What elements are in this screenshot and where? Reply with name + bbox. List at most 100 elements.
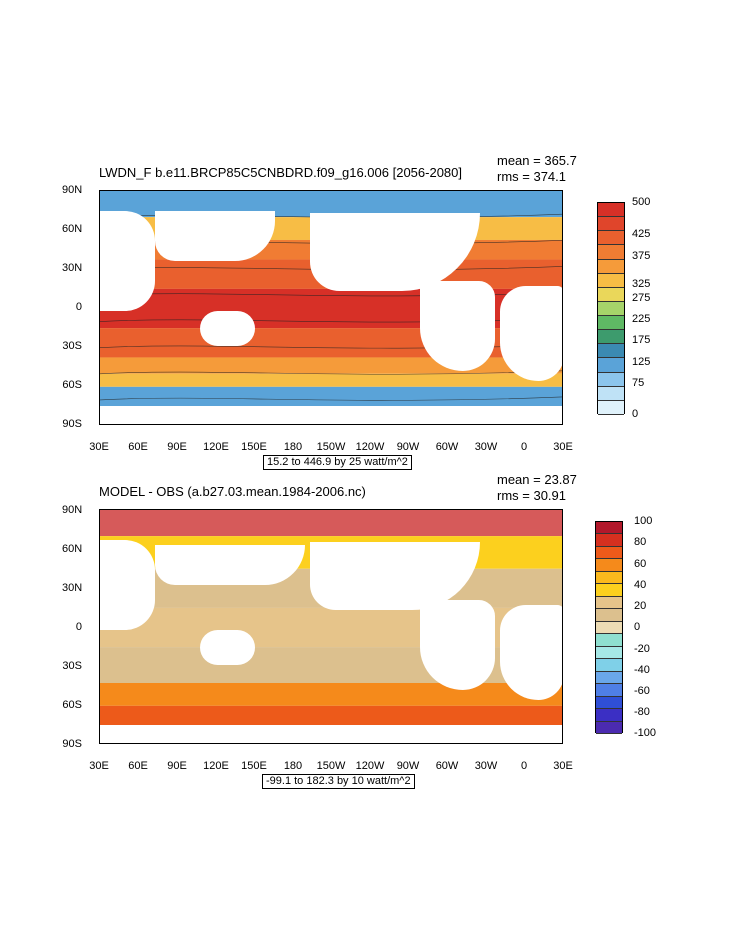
land-mass xyxy=(500,605,562,700)
y-tick-label: 30S xyxy=(62,660,82,672)
x-tick-label: 120W xyxy=(355,441,385,453)
land-mass xyxy=(100,540,155,630)
colorbar-label: 125 xyxy=(632,356,651,368)
colorbar-segment xyxy=(596,534,622,547)
colorbar-segment xyxy=(598,386,624,401)
x-tick-label: 30W xyxy=(474,441,498,453)
y-tick-label: 0 xyxy=(75,301,82,313)
y-tick-label: 90N xyxy=(62,504,83,516)
colorbar-segment xyxy=(596,634,622,647)
x-tick-label: 120W xyxy=(355,760,385,772)
colorbar-segment xyxy=(596,522,622,535)
x-tick-label: 60W xyxy=(435,760,459,772)
colorbar-label: 80 xyxy=(634,536,647,548)
colorbar-segment xyxy=(598,203,624,218)
x-tick-label: 120E xyxy=(203,760,229,772)
land-mass xyxy=(200,630,255,665)
x-tick-label: 120E xyxy=(203,441,229,453)
land-mass xyxy=(100,725,562,743)
land-mass xyxy=(420,281,495,371)
colorbar-label: 425 xyxy=(632,228,651,240)
y-tick-label: 60N xyxy=(62,223,83,235)
colorbar xyxy=(597,202,625,415)
colorbar-segment xyxy=(596,584,622,597)
colorbar-segment xyxy=(598,245,624,260)
colorbar-segment xyxy=(596,709,622,722)
colorbar-segment xyxy=(598,259,624,274)
colorbar-label: 0 xyxy=(634,621,641,633)
x-tick-label: 90W xyxy=(396,441,420,453)
y-tick-label: 90S xyxy=(62,738,82,750)
colorbar-label: 325 xyxy=(632,278,651,290)
colorbar-segment xyxy=(598,358,624,373)
x-tick-label: 150E xyxy=(241,760,267,772)
colorbar-segment xyxy=(598,372,624,387)
x-tick-label: 180 xyxy=(283,760,303,772)
colorbar-label: 275 xyxy=(632,292,651,304)
colorbar-segment xyxy=(598,316,624,331)
mean-stat: mean = 365.7 xyxy=(497,153,577,168)
colorbar-segment xyxy=(598,400,624,415)
x-tick-label: 90W xyxy=(396,760,420,772)
colorbar-segment xyxy=(598,287,624,302)
colorbar-segment xyxy=(596,684,622,697)
x-tick-label: 30E xyxy=(553,441,573,453)
field-band xyxy=(100,510,562,537)
map-plot xyxy=(99,190,563,425)
colorbar-label: -60 xyxy=(634,685,650,697)
rms-stat: rms = 374.1 xyxy=(497,169,567,184)
x-tick-label: 90E xyxy=(167,760,187,772)
land-mass xyxy=(200,311,255,346)
colorbar-label: 225 xyxy=(632,313,651,325)
colorbar-label: -100 xyxy=(634,727,657,739)
colorbar-label: -80 xyxy=(634,706,650,718)
contour-info: -99.1 to 182.3 by 10 watt/m^2 xyxy=(262,774,415,789)
colorbar-segment xyxy=(598,330,624,345)
land-mass xyxy=(420,600,495,690)
y-tick-label: 0 xyxy=(75,621,82,633)
x-tick-label: 30E xyxy=(89,441,109,453)
colorbar-segment xyxy=(596,559,622,572)
map-plot xyxy=(99,509,563,744)
colorbar-segment xyxy=(596,596,622,610)
colorbar-label: 500 xyxy=(632,196,651,208)
x-tick-label: 180 xyxy=(283,441,303,453)
colorbar-label: 100 xyxy=(634,515,653,527)
colorbar-segment xyxy=(598,301,624,316)
y-tick-label: 30N xyxy=(62,582,83,594)
land-mass xyxy=(100,211,155,311)
field-band xyxy=(100,357,562,374)
y-tick-label: 60S xyxy=(62,699,82,711)
field-band xyxy=(100,373,562,387)
colorbar-label: -20 xyxy=(634,643,650,655)
x-tick-label: 60E xyxy=(128,760,148,772)
colorbar-label: 75 xyxy=(632,377,645,389)
contour-line xyxy=(100,370,562,375)
colorbar-segment xyxy=(596,721,622,734)
colorbar-label: 20 xyxy=(634,600,647,612)
colorbar-segment xyxy=(598,273,624,288)
colorbar-label: 60 xyxy=(634,558,647,570)
colorbar-segment xyxy=(596,621,622,635)
field-band xyxy=(100,682,562,706)
x-tick-label: 150W xyxy=(316,760,346,772)
colorbar xyxy=(595,521,623,734)
colorbar-segment xyxy=(596,609,622,622)
land-mass xyxy=(155,211,275,261)
colorbar-segment xyxy=(598,231,624,246)
x-tick-label: 0 xyxy=(520,441,528,453)
x-tick-label: 0 xyxy=(520,760,528,772)
colorbar-segment xyxy=(598,344,624,359)
x-tick-label: 90E xyxy=(167,441,187,453)
x-tick-label: 150W xyxy=(316,441,346,453)
colorbar-label: 0 xyxy=(632,408,639,420)
colorbar-segment xyxy=(596,546,622,560)
chart-title: LWDN_F b.e11.BRCP85C5CNBDRD.f09_g16.006 … xyxy=(99,165,462,180)
colorbar-segment xyxy=(596,659,622,672)
y-tick-label: 30N xyxy=(62,262,83,274)
land-mass xyxy=(500,286,562,381)
mean-stat: mean = 23.87 xyxy=(497,472,577,487)
x-tick-label: 30E xyxy=(89,760,109,772)
colorbar-label: 40 xyxy=(634,579,647,591)
x-tick-label: 60E xyxy=(128,441,148,453)
